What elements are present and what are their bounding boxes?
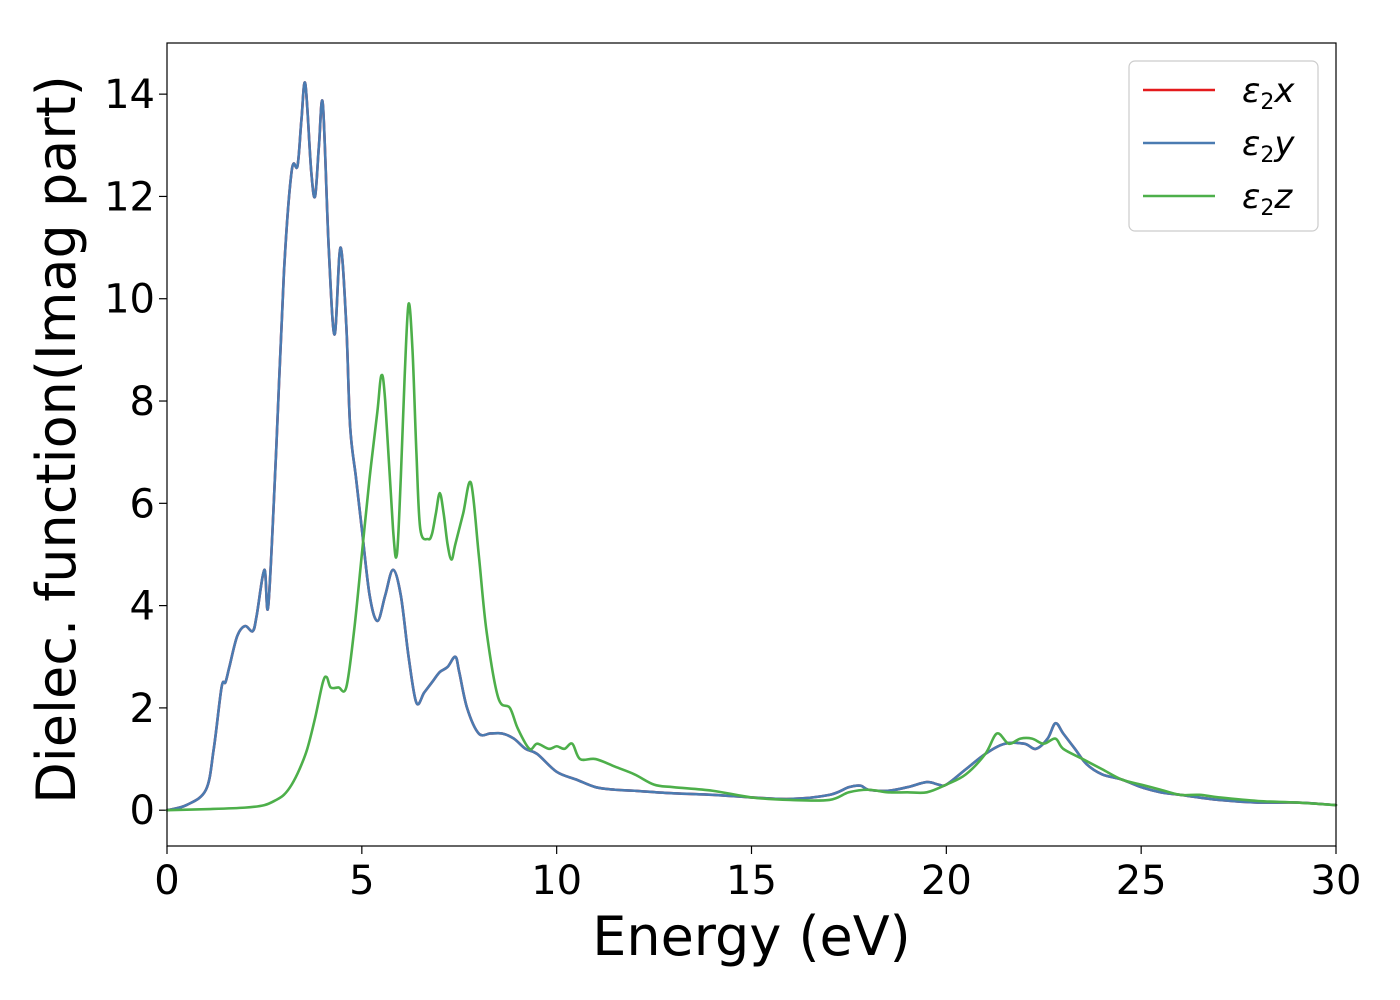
y-tick-label: 4 (130, 584, 155, 630)
legend-label-x: ε2x (1242, 71, 1295, 115)
y-tick-label: 12 (104, 174, 155, 220)
y-tick-label: 6 (130, 481, 155, 527)
y-tick-label: 10 (104, 277, 155, 323)
y-tick-label: 0 (130, 788, 155, 834)
y-tick-label: 14 (104, 72, 155, 118)
legend-label-y: ε2y (1242, 124, 1295, 168)
x-tick-label: 30 (1311, 858, 1362, 904)
x-tick-label: 25 (1116, 858, 1167, 904)
series-layer (165, 81, 1338, 812)
legend: ε2x ε2y ε2z (1128, 60, 1319, 232)
series-line-y (165, 81, 1338, 812)
x-axis-title: Energy (eV) (592, 905, 911, 968)
x-tick-label: 10 (531, 858, 582, 904)
series-line-z (165, 302, 1338, 812)
legend-label-z: ε2z (1242, 177, 1293, 221)
plot-frame (166, 42, 1337, 847)
axes-layer: 0 5 10 15 20 25 30 0 2 4 6 8 10 12 14 (104, 72, 1361, 904)
y-tick-label: 2 (130, 686, 155, 732)
y-axis-title: Dielec. function(Imag part) (25, 75, 88, 804)
x-tick-label: 5 (349, 858, 374, 904)
x-tick-label: 20 (921, 858, 972, 904)
x-tick-label: 15 (726, 858, 777, 904)
y-tick-label: 8 (130, 379, 155, 425)
legend-box (1128, 60, 1319, 232)
x-tick-label: 0 (154, 858, 179, 904)
